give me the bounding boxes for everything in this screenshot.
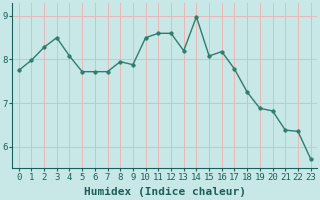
X-axis label: Humidex (Indice chaleur): Humidex (Indice chaleur) xyxy=(84,187,246,197)
